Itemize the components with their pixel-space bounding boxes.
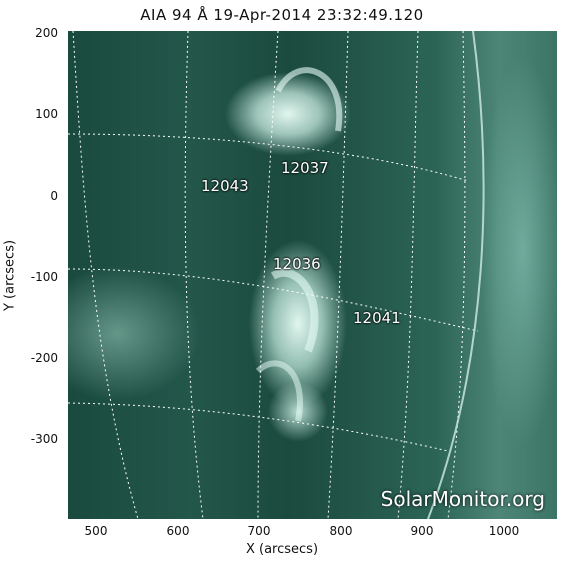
y-tick-label: 200 <box>35 26 58 40</box>
x-tick-label: 900 <box>410 524 434 538</box>
solar-image: 12037 12043 12036 12041 SolarMonitor.org <box>68 31 557 519</box>
y-axis-label: Y (arcsecs) <box>2 239 18 312</box>
watermark: SolarMonitor.org <box>380 487 545 511</box>
coordinate-grid <box>68 31 485 519</box>
y-tick-label: -100 <box>30 270 58 284</box>
x-tick-label: 700 <box>247 524 271 538</box>
x-tick-label: 600 <box>166 524 190 538</box>
y-tick-label: 0 <box>50 189 58 203</box>
active-region-label: 12036 <box>273 255 321 273</box>
active-region-label: 12041 <box>353 309 401 327</box>
y-tick-label: 100 <box>35 107 58 121</box>
x-tick-label: 1000 <box>488 524 520 538</box>
active-region-label: 12043 <box>201 177 249 195</box>
x-tick-label: 500 <box>84 524 108 538</box>
x-axis-label: X (arcsecs) <box>245 542 319 557</box>
y-tick-label: -200 <box>30 351 58 365</box>
y-tick-label: -300 <box>30 432 58 446</box>
x-tick-label: 800 <box>329 524 353 538</box>
active-region-label: 12037 <box>281 159 329 177</box>
image-title: AIA 94 Å 19-Apr-2014 23:32:49.120 <box>140 6 424 24</box>
